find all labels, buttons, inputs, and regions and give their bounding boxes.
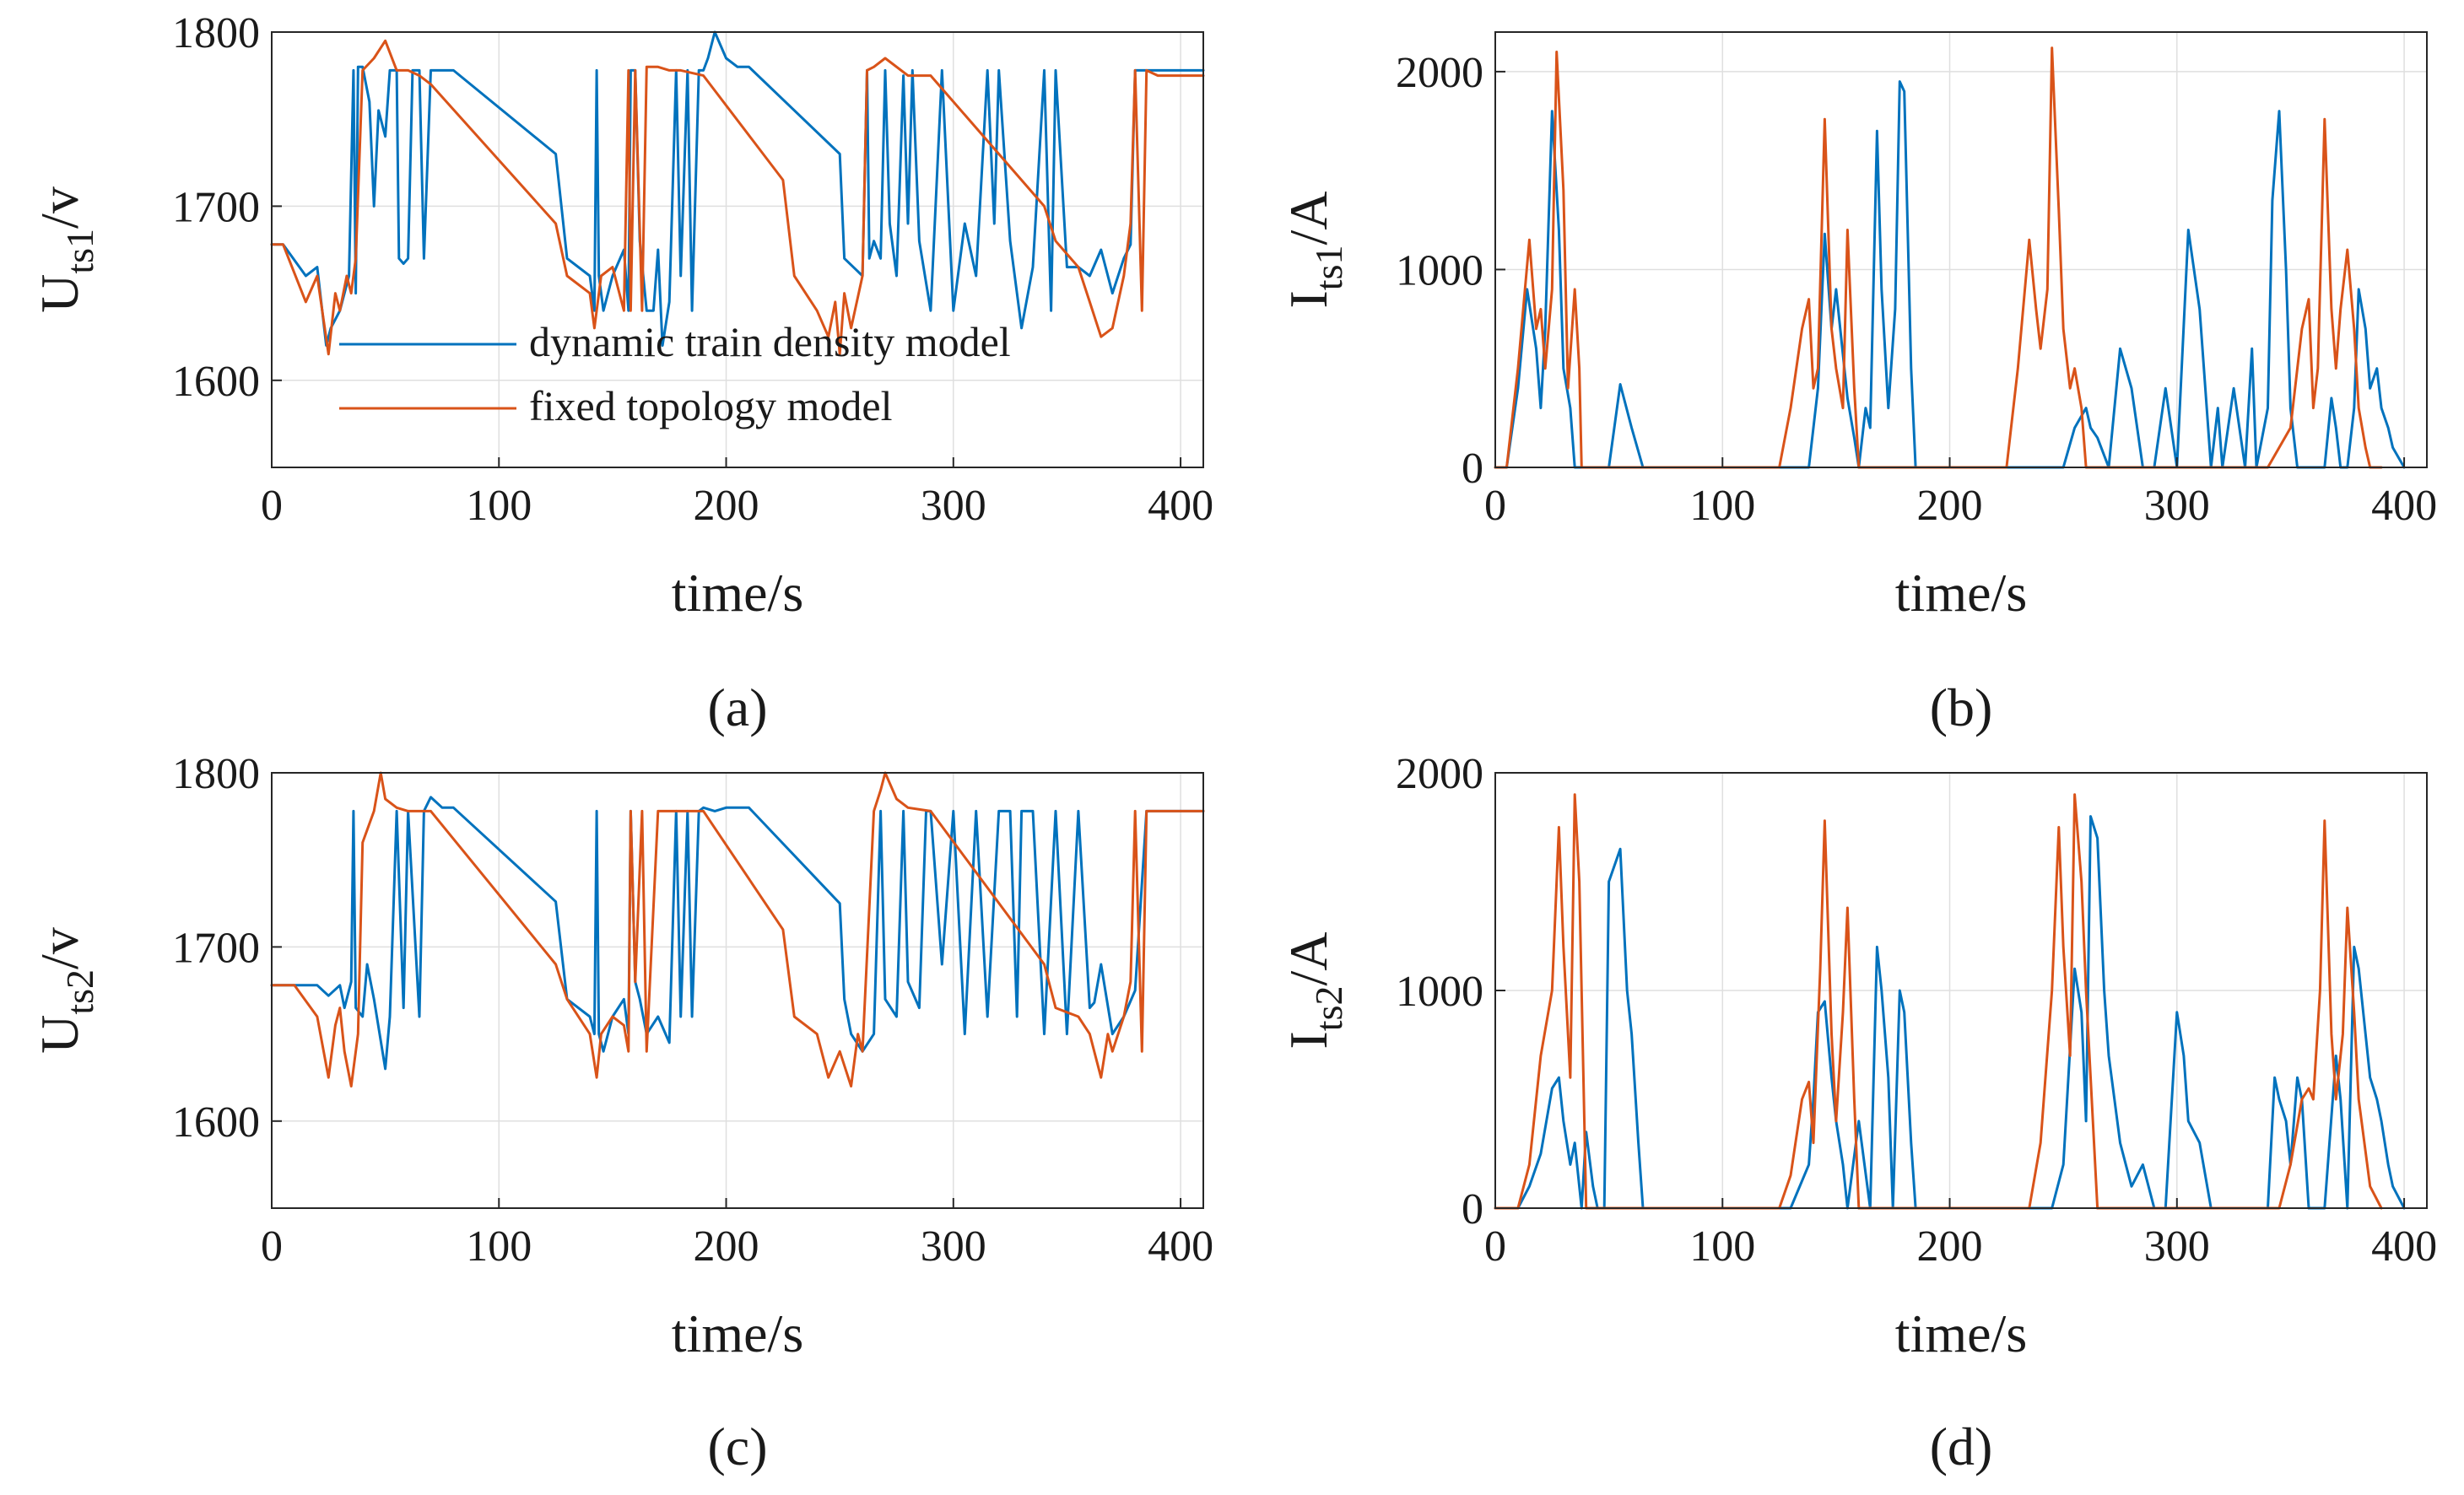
series-line-dynamic — [270, 30, 1205, 347]
x-axis-label: time/s — [672, 1303, 803, 1363]
legend: dynamic train density model fixed topolog… — [339, 318, 1011, 429]
chart-panel-c: 0 100 200 300 400 1600 1700 1800 time/s Uts2/v (c) — [30, 750, 1213, 1476]
y-tick-label: 1800 — [172, 750, 260, 798]
legend-label-fixed: fixed topology model — [529, 382, 893, 429]
x-tick-label: 0 — [1484, 482, 1506, 530]
y-tick-label: 0 — [1462, 445, 1483, 493]
x-tick-label: 300 — [2144, 482, 2210, 530]
x-tick-label: 0 — [1484, 1222, 1506, 1271]
axes-frame — [271, 772, 1204, 1209]
y-tick-label: 1000 — [1396, 968, 1483, 1016]
panel-caption: (d) — [1930, 1417, 1993, 1476]
x-axis-label: time/s — [1895, 563, 2027, 623]
x-tick-label: 100 — [466, 482, 532, 530]
series-line-fixed — [270, 39, 1205, 356]
x-tick-label: 200 — [694, 482, 759, 530]
y-tick-label: 0 — [1462, 1185, 1483, 1233]
y-tick-label: 1000 — [1396, 246, 1483, 294]
chart-panel-a: 0 100 200 300 400 1600 1700 1800 time/s Uts1/v (a)… — [30, 9, 1213, 737]
x-tick-label: 0 — [261, 482, 283, 530]
y-tick-label: 1600 — [172, 358, 260, 406]
axes-frame — [271, 31, 1204, 468]
x-tick-label: 300 — [921, 482, 986, 530]
axes-frame — [1494, 31, 2428, 468]
y-tick-label: 1800 — [172, 9, 260, 57]
y-axis-label: Its2/A — [1278, 932, 1350, 1050]
x-axis-label: time/s — [1895, 1303, 2027, 1363]
x-tick-label: 400 — [2371, 482, 2437, 530]
panel-caption: (c) — [707, 1417, 767, 1476]
x-tick-label: 200 — [1917, 1222, 1983, 1271]
x-tick-label: 100 — [466, 1222, 532, 1271]
x-tick-label: 200 — [1917, 482, 1983, 530]
panel-caption: (a) — [707, 677, 767, 737]
chart-panel-b: 0 100 200 300 400 0 1000 2000 time/s Its1/A (b) — [1278, 31, 2437, 737]
y-tick-label: 1700 — [172, 183, 260, 231]
panel-caption: (b) — [1930, 677, 1993, 737]
x-tick-label: 400 — [2371, 1222, 2437, 1271]
x-tick-label: 100 — [1689, 1222, 1755, 1271]
x-tick-label: 300 — [2144, 1222, 2210, 1271]
chart-panel-d: 0 100 200 300 400 0 1000 2000 time/s Its2/A (d) — [1278, 750, 2437, 1476]
x-tick-label: 100 — [1689, 482, 1755, 530]
y-tick-label: 2000 — [1396, 750, 1483, 798]
y-tick-label: 2000 — [1396, 49, 1483, 97]
x-tick-label: 0 — [261, 1222, 283, 1271]
series-line-fixed — [270, 771, 1205, 1088]
x-tick-label: 400 — [1148, 482, 1213, 530]
y-tick-label: 1600 — [172, 1098, 260, 1147]
y-axis-label: Uts2/v — [30, 927, 101, 1054]
x-tick-label: 300 — [921, 1222, 986, 1271]
series-line-dynamic — [270, 796, 1205, 1071]
x-axis-label: time/s — [672, 563, 803, 623]
y-axis-label: Its1/A — [1278, 192, 1350, 309]
y-tick-label: 1700 — [172, 924, 260, 972]
legend-label-dynamic: dynamic train density model — [529, 318, 1011, 365]
x-tick-label: 200 — [694, 1222, 759, 1271]
y-axis-label: Uts1/v — [30, 186, 101, 313]
x-tick-label: 400 — [1148, 1222, 1213, 1271]
